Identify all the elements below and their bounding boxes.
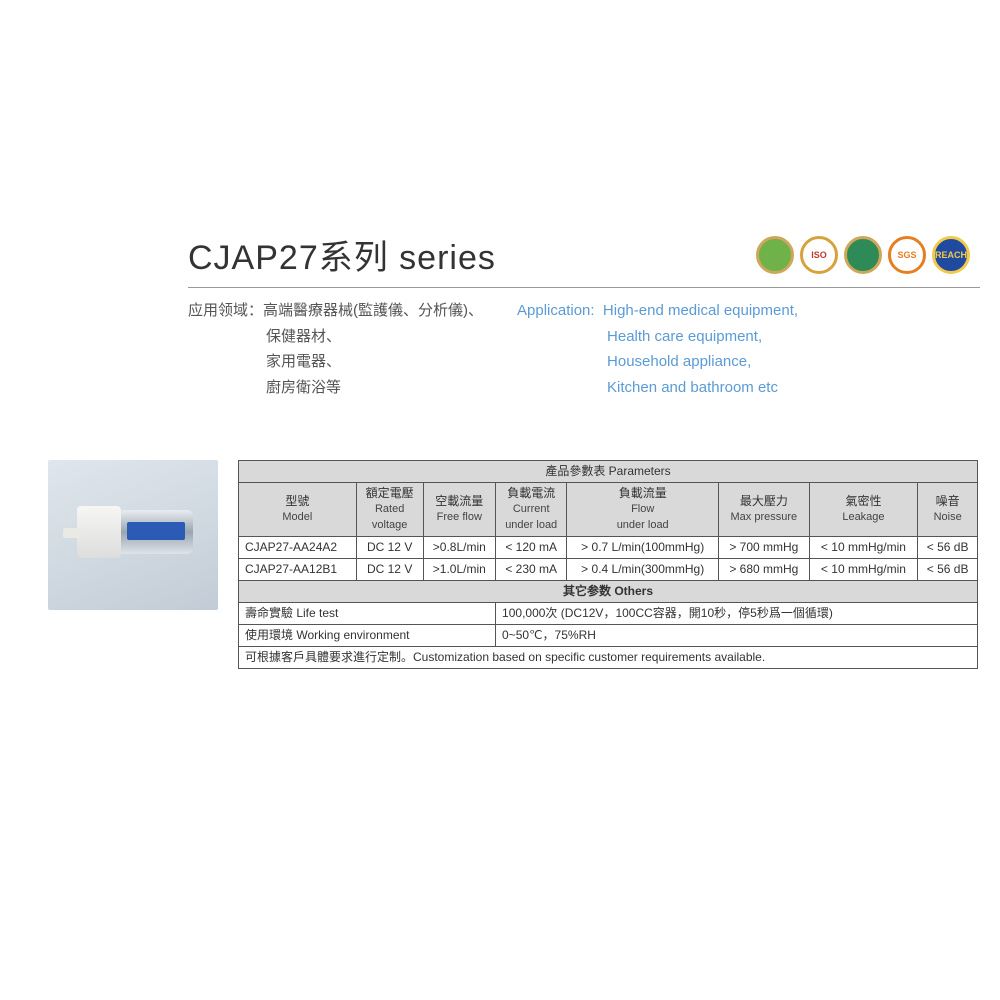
pump-icon <box>73 500 193 570</box>
cert-badge-icon: ISO <box>800 236 838 274</box>
table-footnote: 可根據客戶具體要求進行定制。Customization based on spe… <box>239 646 978 668</box>
table-cell: < 230 mA <box>496 558 567 580</box>
table-caption: 產品參數表 Parameters <box>239 461 978 483</box>
table-header: 型號Model <box>239 483 357 537</box>
table-cell: > 700 mmHg <box>719 536 810 558</box>
table-row: CJAP27-AA12B1DC 12 V>1.0L/min< 230 mA> 0… <box>239 558 978 580</box>
product-image <box>48 460 218 610</box>
page-title: CJAP27系列 series <box>188 230 496 279</box>
table-header: 噪音Noise <box>918 483 978 537</box>
app-cn-line: 保健器材、 <box>188 324 483 350</box>
table-cell: DC 12 V <box>356 558 423 580</box>
table-cell: < 10 mmHg/min <box>809 536 918 558</box>
table-cell: < 56 dB <box>918 558 978 580</box>
table-header: 氣密性Leakage <box>809 483 918 537</box>
table-cell: < 120 mA <box>496 536 567 558</box>
table-header: 負載流量Flowunder load <box>567 483 719 537</box>
app-en-line: Kitchen and bathroom etc <box>517 375 798 401</box>
app-en-line: Health care equipment, <box>517 324 798 350</box>
cert-badges: ISO SGSREACH <box>756 236 980 274</box>
table-cell: < 56 dB <box>918 536 978 558</box>
table-header: 空載流量Free flow <box>423 483 496 537</box>
app-cn-label: 应用领域： <box>188 302 263 319</box>
table-cell: >0.8L/min <box>423 536 496 558</box>
app-cn-line: 高端醫療器械(監護儀、分析儀)、 <box>263 302 483 319</box>
cert-badge-icon: SGS <box>888 236 926 274</box>
app-en-label: Application: <box>517 302 595 319</box>
others-value: 100,000次 (DC12V，100CC容器，開10秒，停5秒爲一個循環) <box>496 602 978 624</box>
table-header: 負載電流Currentunder load <box>496 483 567 537</box>
cert-badge-icon: REACH <box>932 236 970 274</box>
app-cn-line: 廚房衛浴等 <box>188 375 483 401</box>
table-cell: > 680 mmHg <box>719 558 810 580</box>
app-en-line: Household appliance, <box>517 349 798 375</box>
application-en: Application: High-end medical equipment,… <box>517 298 798 400</box>
table-cell: CJAP27-AA12B1 <box>239 558 357 580</box>
table-header: 額定電壓Ratedvoltage <box>356 483 423 537</box>
others-key: 壽命實驗 Life test <box>239 602 496 624</box>
table-header: 最大壓力Max pressure <box>719 483 810 537</box>
parameters-table: 產品參數表 Parameters 型號Model額定電壓Ratedvoltage… <box>238 460 978 669</box>
table-cell: DC 12 V <box>356 536 423 558</box>
others-value: 0~50℃，75%RH <box>496 624 978 646</box>
table-row: CJAP27-AA24A2DC 12 V>0.8L/min< 120 mA> 0… <box>239 536 978 558</box>
table-row: 壽命實驗 Life test100,000次 (DC12V，100CC容器，開1… <box>239 602 978 624</box>
app-en-line: High-end medical equipment, <box>603 302 798 319</box>
table-row: 使用環境 Working environment0~50℃，75%RH <box>239 624 978 646</box>
table-cell: > 0.4 L/min(300mmHg) <box>567 558 719 580</box>
others-key: 使用環境 Working environment <box>239 624 496 646</box>
table-cell: > 0.7 L/min(100mmHg) <box>567 536 719 558</box>
others-caption: 其它参数 Others <box>239 580 978 602</box>
table-cell: >1.0L/min <box>423 558 496 580</box>
application-cn: 应用领域：高端醫療器械(監護儀、分析儀)、 保健器材、 家用電器、 廚房衛浴等 <box>188 298 483 400</box>
divider <box>188 287 980 288</box>
app-cn-line: 家用電器、 <box>188 349 483 375</box>
table-cell: < 10 mmHg/min <box>809 558 918 580</box>
cert-badge-icon <box>844 236 882 274</box>
table-cell: CJAP27-AA24A2 <box>239 536 357 558</box>
cert-badge-icon <box>756 236 794 274</box>
